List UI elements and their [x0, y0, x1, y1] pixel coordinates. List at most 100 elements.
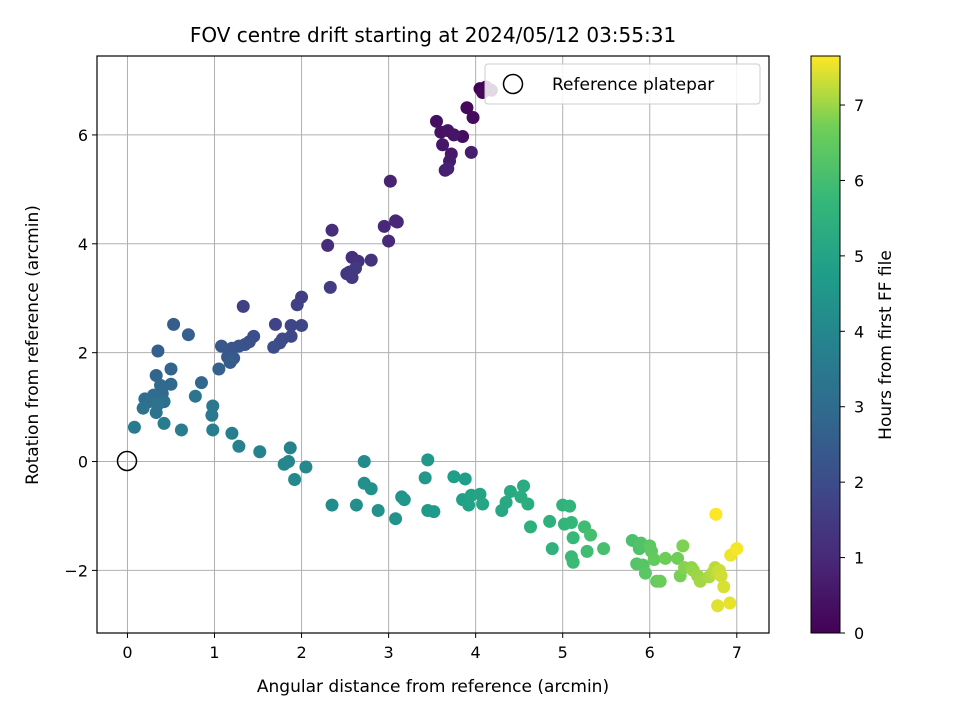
data-point [225, 426, 239, 440]
data-point [295, 318, 309, 332]
data-point [214, 339, 228, 353]
data-point [543, 514, 557, 528]
x-tick-label: 3 [384, 643, 394, 662]
data-point [364, 482, 378, 496]
plot-frame [96, 55, 770, 634]
data-point [325, 223, 339, 237]
data-point [149, 406, 163, 420]
y-tick-label: 0 [78, 453, 88, 472]
data-point [283, 441, 297, 455]
x-tick-label: 1 [209, 643, 219, 662]
reference-platepar-marker [116, 450, 138, 472]
data-point [658, 551, 672, 565]
data-point [232, 439, 246, 453]
data-points [127, 80, 744, 613]
data-point [476, 497, 490, 511]
legend: Reference platepar [484, 63, 761, 105]
colorbar-ticks: 0 1 2 3 4 5 6 7 [840, 96, 864, 643]
grid [97, 56, 769, 633]
colorbar: 0 1 2 3 4 5 6 7 Hours from first FF file [810, 55, 896, 643]
data-point [462, 498, 476, 512]
data-point [149, 369, 163, 383]
data-point [464, 145, 478, 159]
colorbar-label: Hours from first FF file [876, 250, 896, 440]
data-point [127, 420, 141, 434]
data-point [421, 453, 435, 467]
colorbar-tick-label: 2 [854, 473, 864, 492]
data-point [638, 566, 652, 580]
data-point [223, 355, 237, 369]
data-point [268, 317, 282, 331]
data-point [277, 457, 291, 471]
legend-label: Reference platepar [552, 75, 714, 95]
data-point [597, 542, 611, 556]
data-point [523, 520, 537, 534]
y-tick-label: 6 [78, 126, 88, 145]
data-point [299, 460, 313, 474]
colorbar-tick-label: 5 [854, 247, 864, 266]
data-point [473, 487, 487, 501]
data-point [441, 162, 455, 176]
x-tick-label: 6 [645, 643, 655, 662]
data-point [711, 599, 725, 613]
data-point [151, 344, 165, 358]
data-point [563, 499, 577, 513]
data-point [517, 479, 531, 493]
data-point [357, 455, 371, 469]
data-point [188, 389, 202, 403]
data-point [499, 495, 513, 509]
data-point [164, 377, 178, 391]
data-point [390, 215, 404, 229]
x-axis-ticks: 0 1 2 3 4 5 6 7 [122, 633, 742, 662]
data-point [284, 318, 298, 332]
data-point [460, 101, 474, 115]
data-point [714, 569, 728, 583]
data-point [447, 470, 461, 484]
data-point [429, 114, 443, 128]
data-point [466, 111, 480, 125]
data-point [349, 498, 363, 512]
data-point [164, 362, 178, 376]
data-point [349, 261, 363, 275]
data-point [364, 253, 378, 267]
data-point [730, 542, 744, 556]
data-point [383, 174, 397, 188]
data-point [545, 542, 559, 556]
data-point [723, 596, 737, 610]
data-point [382, 234, 396, 248]
data-point [671, 551, 685, 565]
data-point [709, 507, 723, 521]
data-point [323, 280, 337, 294]
legend-reference-marker [502, 73, 524, 95]
y-axis-ticks: −2 0 2 4 6 [64, 126, 97, 580]
data-point [389, 512, 403, 526]
data-point [436, 138, 450, 152]
data-point [521, 497, 535, 511]
data-point [503, 484, 517, 498]
data-point [136, 401, 150, 415]
data-point [676, 539, 690, 553]
data-point [181, 328, 195, 342]
data-point [418, 471, 432, 485]
data-point [167, 317, 181, 331]
colorbar-tick-label: 0 [854, 624, 864, 643]
x-tick-label: 2 [296, 643, 306, 662]
x-tick-label: 5 [558, 643, 568, 662]
chart-title: FOV centre drift starting at 2024/05/12 … [190, 23, 676, 47]
data-point [427, 505, 441, 519]
data-point [458, 472, 472, 486]
data-point [397, 493, 411, 507]
x-tick-label: 4 [471, 643, 481, 662]
data-point [212, 362, 226, 376]
data-point [580, 544, 594, 558]
y-tick-label: 4 [78, 235, 88, 254]
data-point [564, 515, 578, 529]
colorbar-tick-label: 3 [854, 398, 864, 417]
colorbar-tick-label: 1 [854, 549, 864, 568]
data-point [566, 555, 580, 569]
data-point [174, 423, 188, 437]
data-point [653, 574, 667, 588]
data-point [206, 423, 220, 437]
data-point [377, 219, 391, 233]
